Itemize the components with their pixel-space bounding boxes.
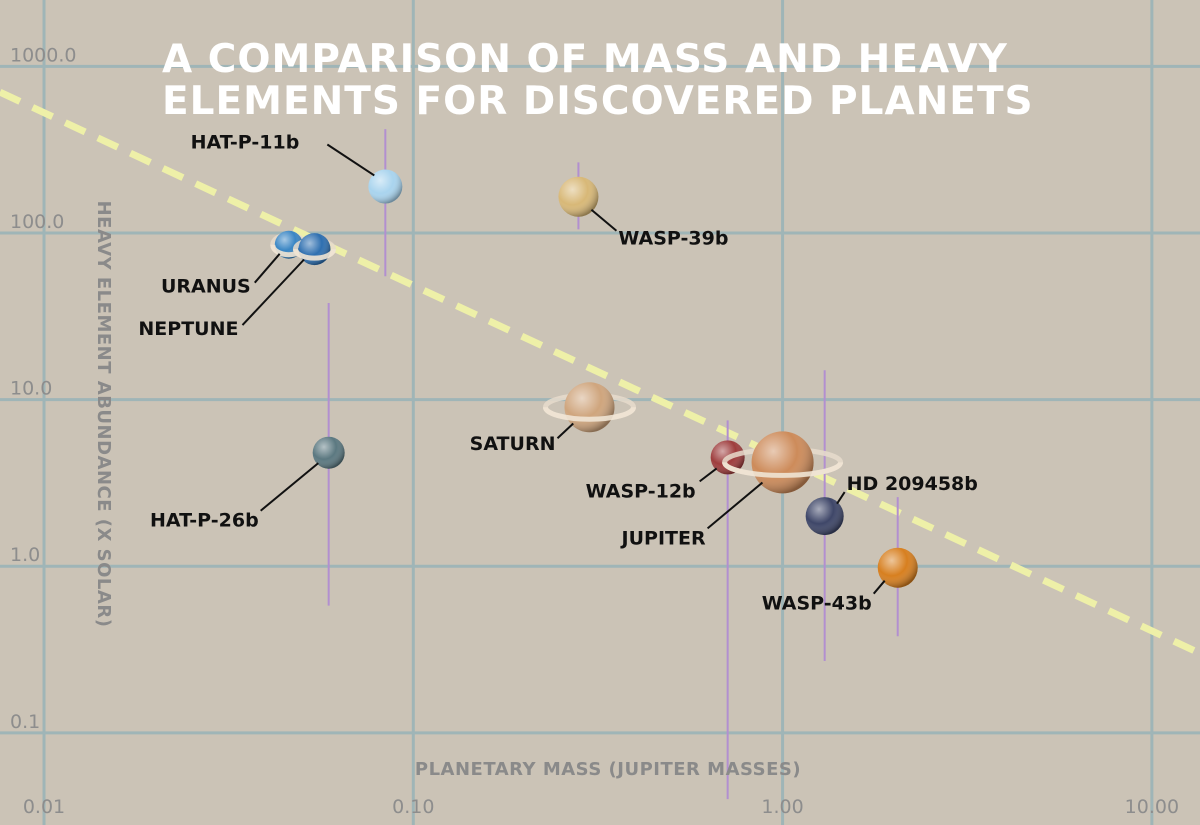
shade-jupiter	[751, 431, 814, 494]
label-wasp-12b: WASP-12b	[586, 480, 696, 502]
shade-wasp-43b	[877, 547, 918, 588]
x-axis-title: PLANETARY MASS (JUPITER MASSES)	[415, 759, 801, 780]
leader-neptune	[241, 258, 305, 326]
ring-front-saturn	[542, 406, 636, 422]
shade-hd-209458b	[805, 497, 844, 536]
shade-hat-p-26b	[312, 436, 345, 469]
leader-hat-p-11b	[326, 143, 375, 177]
planet-labels: HAT-P-11b WASP-39b URANUS NEPTUNE SATURN HAT-…	[138, 132, 977, 615]
x-tick-label: 1.00	[761, 796, 803, 818]
y-axis-title: HEAVY ELEMENT ABUNDANCE (X SOLAR)	[93, 201, 114, 628]
leader-wasp-39b	[590, 208, 618, 232]
leader-jupiter	[706, 481, 764, 530]
label-wasp-39b: WASP-39b	[618, 228, 728, 250]
trend-line	[0, 88, 1200, 657]
label-hd-209458b: HD 209458b	[847, 473, 978, 495]
leader-wasp-43b	[872, 580, 886, 595]
chart-title-line-2: ELEMENTS FOR DISCOVERED PLANETS	[162, 79, 1034, 124]
leader-wasp-12b	[699, 467, 718, 483]
leader-saturn	[556, 422, 574, 439]
planet-points	[270, 169, 918, 588]
label-wasp-43b: WASP-43b	[762, 593, 872, 615]
shade-hat-p-11b	[368, 169, 403, 204]
y-tick-label: 0.1	[10, 711, 40, 733]
chart-title-line-1: A COMPARISON OF MASS AND HEAVY	[162, 37, 1008, 82]
trend-line-group	[0, 88, 1200, 657]
label-uranus: URANUS	[161, 276, 251, 298]
tick-labels: 0.01 0.10 1.00 10.00 0.1 1.0 10.0 100.0 1000.0	[10, 44, 1179, 818]
leader-hat-p-26b	[260, 462, 319, 512]
y-tick-label: 1.0	[10, 544, 40, 566]
y-tick-label: 1000.0	[10, 44, 76, 66]
x-tick-label: 10.00	[1125, 796, 1179, 818]
leader-uranus	[254, 253, 281, 284]
ring-front-jupiter	[722, 461, 844, 478]
x-tick-label: 0.10	[392, 796, 434, 818]
y-tick-label: 100.0	[10, 211, 64, 233]
label-saturn: SATURN	[470, 433, 556, 455]
y-tick-label: 10.0	[10, 378, 52, 400]
x-tick-label: 0.01	[23, 796, 65, 818]
leader-hd-209458b	[836, 491, 846, 505]
shade-wasp-39b	[558, 176, 599, 217]
label-hat-p-11b: HAT-P-11b	[191, 132, 300, 154]
ring-front-neptune	[292, 248, 336, 261]
label-hat-p-26b: HAT-P-26b	[150, 510, 259, 532]
label-jupiter: JUPITER	[620, 527, 706, 549]
label-neptune: NEPTUNE	[138, 318, 238, 340]
